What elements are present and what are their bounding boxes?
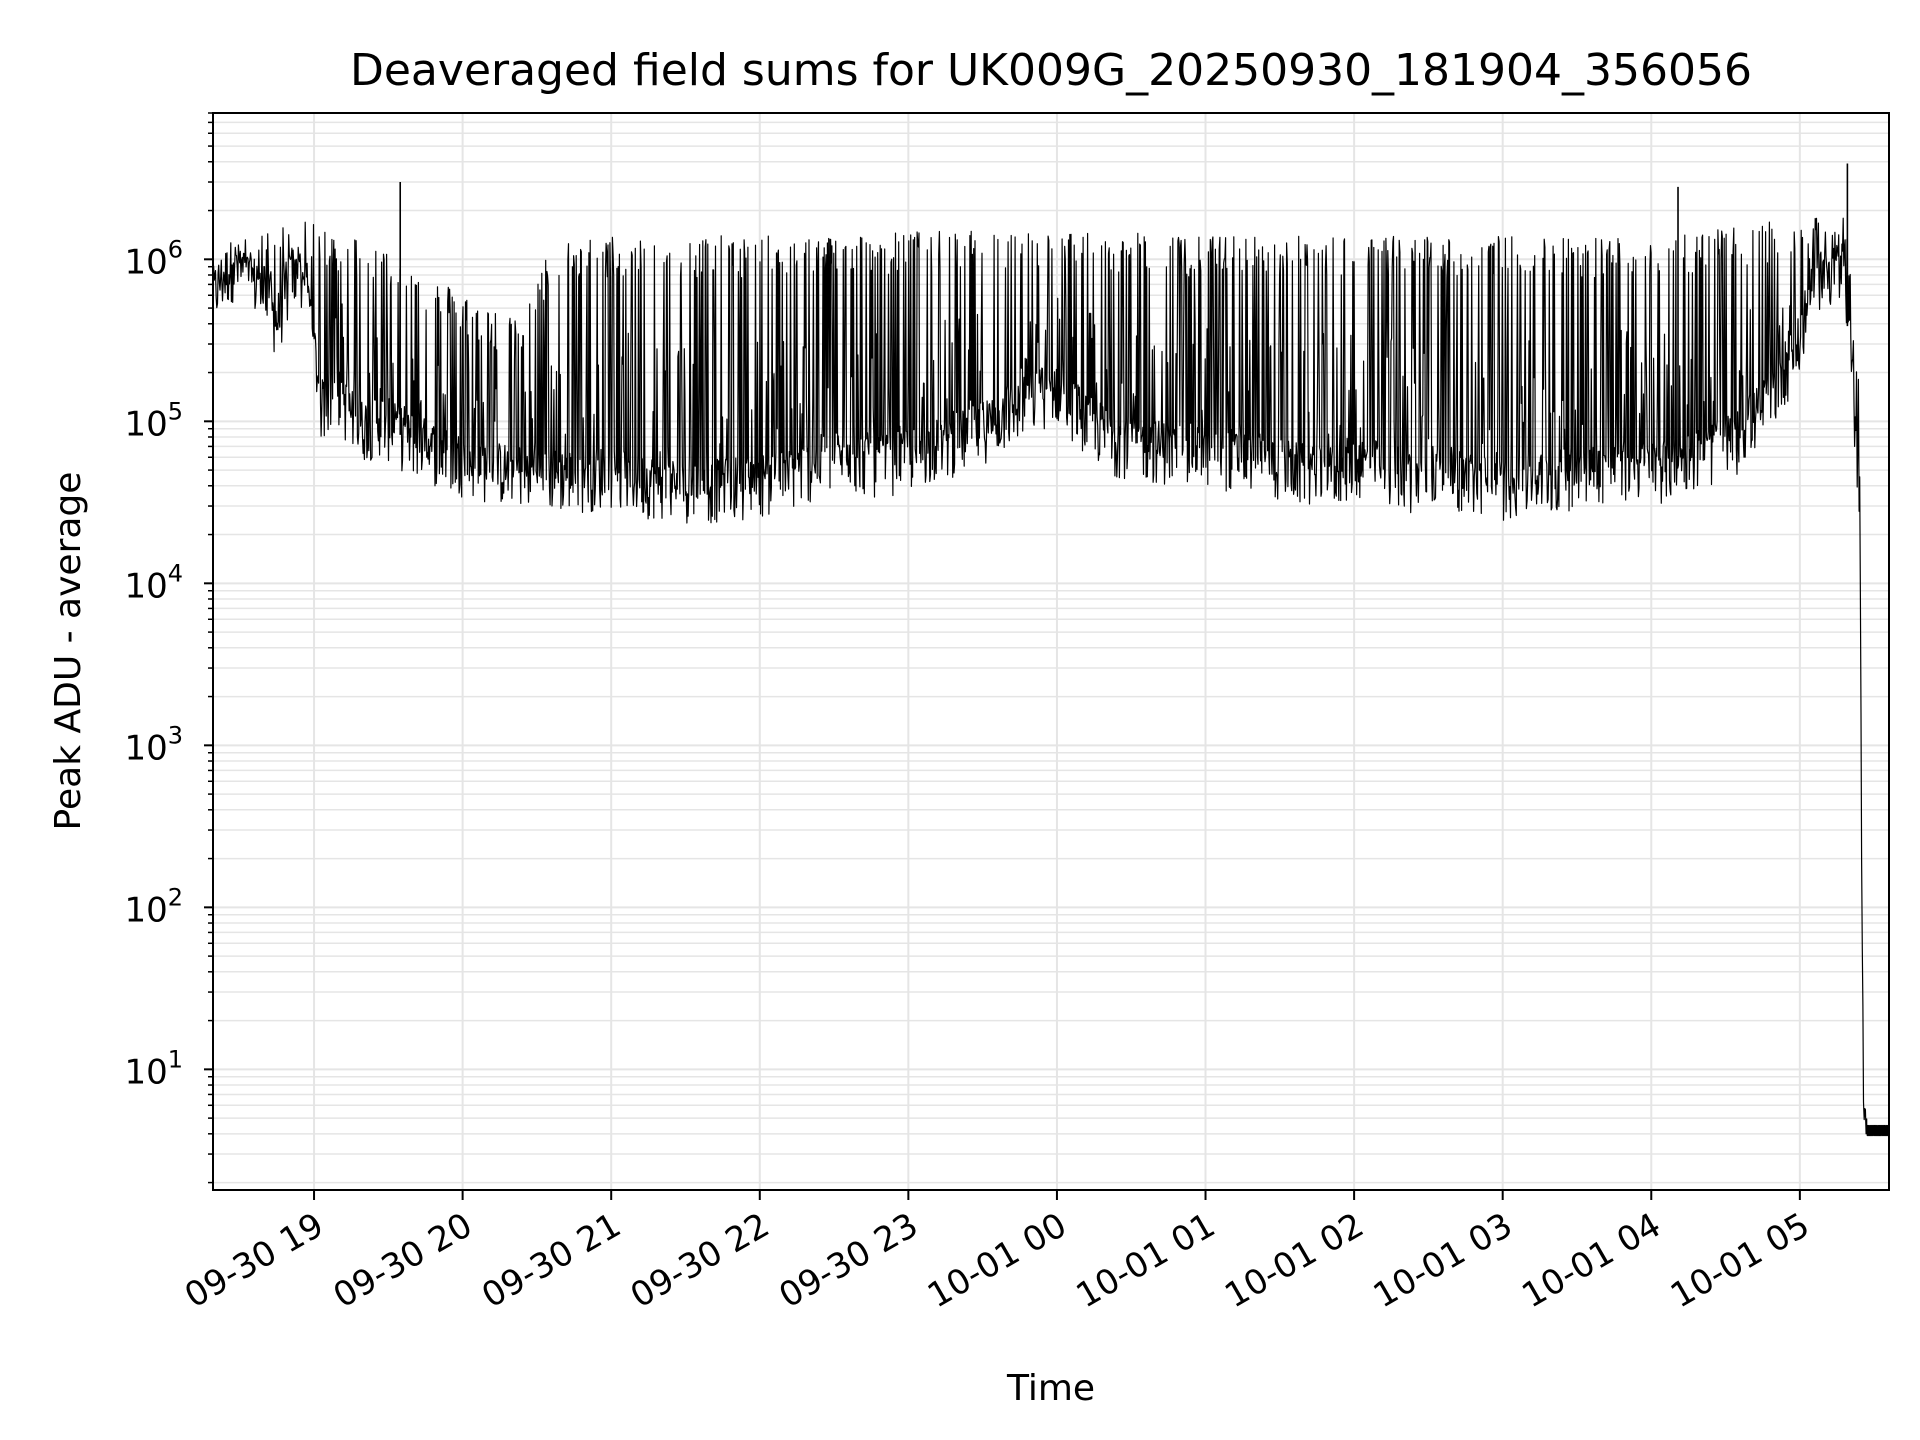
y-tick-label: 103 bbox=[124, 721, 183, 768]
y-axis-label: Peak ADU - average bbox=[48, 472, 89, 831]
plot-frame bbox=[212, 112, 1890, 1191]
y-tick-label: 106 bbox=[124, 235, 183, 282]
y-tick-label: 102 bbox=[124, 883, 183, 930]
y-tick-label: 104 bbox=[124, 559, 183, 606]
x-axis-label: Time bbox=[1006, 1368, 1095, 1409]
y-tick-label: 105 bbox=[124, 397, 183, 444]
series-layer bbox=[212, 163, 1890, 1137]
series-line bbox=[212, 217, 1890, 1137]
y-axis-ticks: 101 102 103 104 105 106 bbox=[124, 112, 213, 1184]
chart-title: Deaveraged field sums for UK009G_2025093… bbox=[350, 45, 1752, 96]
y-tick-label: 101 bbox=[124, 1045, 183, 1092]
